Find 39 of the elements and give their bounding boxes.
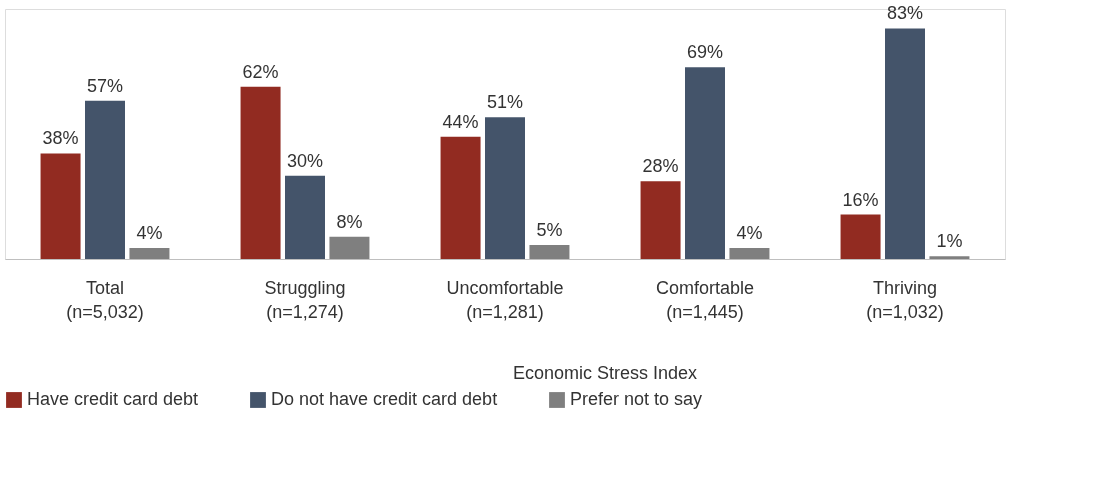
bar: [40, 153, 81, 259]
data-label: 83%: [886, 3, 924, 24]
data-label: 28%: [642, 156, 679, 177]
data-label: 44%: [442, 111, 479, 132]
legend-label: Prefer not to say: [570, 389, 703, 409]
bar: [529, 245, 570, 259]
bar: [640, 181, 681, 259]
x-tick-label: Total (n=5,032): [66, 277, 144, 322]
data-label: 69%: [686, 42, 724, 63]
bar: [329, 236, 370, 259]
data-label: 51%: [486, 92, 524, 113]
data-label: 4%: [736, 222, 763, 243]
bar: [285, 175, 325, 259]
data-label: 4%: [136, 222, 163, 243]
data-label: 8%: [336, 211, 363, 232]
bar: [240, 86, 281, 259]
x-tick-label: Thriving (n=1,032): [866, 277, 944, 322]
bar: [440, 136, 481, 259]
bar: [840, 214, 881, 259]
bar: [685, 67, 725, 259]
x-axis-title: Economic Stress Index: [512, 363, 698, 383]
x-tick-label: Comfortable (n=1,445): [655, 277, 755, 322]
x-tick-label: Uncomfortable (n=1,281): [446, 277, 564, 322]
data-label: 16%: [842, 189, 879, 210]
bar: [485, 117, 525, 259]
data-label: 62%: [242, 61, 279, 82]
bar: [729, 247, 770, 259]
x-tick-label: Struggling (n=1,274): [264, 277, 346, 322]
data-label: 30%: [286, 150, 324, 171]
bar: [129, 247, 170, 259]
legend-label: Have credit card debt: [27, 389, 199, 409]
bar: [885, 28, 925, 259]
bar: [929, 256, 970, 259]
data-label: 1%: [936, 231, 963, 252]
data-label: 5%: [536, 220, 563, 241]
legend-label: Do not have credit card debt: [271, 389, 498, 409]
data-label: 38%: [42, 128, 79, 149]
bar: [85, 100, 125, 259]
data-label: 57%: [86, 75, 124, 96]
